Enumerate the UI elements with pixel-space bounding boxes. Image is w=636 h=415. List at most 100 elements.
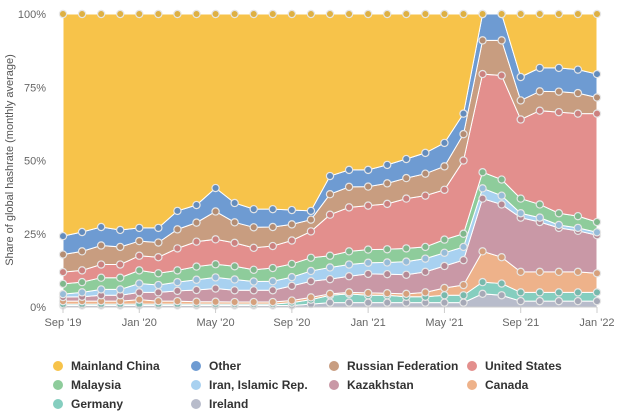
point-germany[interactable] [573, 288, 583, 297]
point-russian-federation[interactable] [211, 207, 220, 216]
point-united-states[interactable] [211, 235, 220, 244]
point-other[interactable] [58, 231, 68, 241]
point-ireland[interactable] [325, 298, 335, 307]
point-ireland[interactable] [478, 289, 487, 299]
point-malaysia[interactable] [154, 269, 163, 278]
point-other[interactable] [363, 165, 373, 175]
point-canada[interactable] [554, 267, 564, 277]
point-malaysia[interactable] [268, 263, 277, 273]
point-malaysia[interactable] [77, 277, 87, 287]
point-iran-islamic-rep[interactable] [440, 248, 449, 257]
point-malaysia[interactable] [421, 242, 430, 252]
point-ireland[interactable] [535, 296, 544, 306]
point-iran-islamic-rep[interactable] [535, 213, 544, 222]
legend-item[interactable]: Germany [52, 396, 190, 411]
point-united-states[interactable] [116, 260, 125, 269]
point-other[interactable] [173, 206, 182, 216]
point-other[interactable] [402, 154, 411, 164]
point-iran-islamic-rep[interactable] [325, 263, 335, 272]
point-canada[interactable] [211, 297, 220, 306]
point-iran-islamic-rep[interactable] [363, 258, 373, 267]
point-iran-islamic-rep[interactable] [230, 275, 239, 284]
point-other[interactable] [383, 160, 392, 170]
point-united-states[interactable] [268, 241, 277, 251]
point-united-states[interactable] [249, 243, 258, 253]
point-united-states[interactable] [230, 238, 239, 248]
point-iran-islamic-rep[interactable] [306, 266, 316, 276]
point-malaysia[interactable] [287, 259, 297, 269]
point-united-states[interactable] [421, 191, 430, 200]
point-russian-federation[interactable] [459, 129, 468, 139]
point-russian-federation[interactable] [497, 36, 506, 45]
point-canada[interactable] [287, 296, 297, 305]
point-malaysia[interactable] [135, 266, 144, 275]
point-canada[interactable] [173, 296, 182, 306]
point-mainland-china[interactable] [459, 9, 468, 19]
point-ireland[interactable] [516, 296, 525, 306]
point-mainland-china[interactable] [268, 9, 277, 19]
point-russian-federation[interactable] [116, 242, 125, 252]
point-canada[interactable] [402, 289, 411, 299]
point-germany[interactable] [535, 288, 544, 297]
point-other[interactable] [573, 65, 583, 74]
point-mainland-china[interactable] [363, 9, 373, 19]
point-united-states[interactable] [535, 106, 544, 115]
point-mainland-china[interactable] [96, 9, 106, 19]
point-canada[interactable] [230, 297, 239, 307]
legend-item[interactable]: Other [190, 358, 328, 373]
point-malaysia[interactable] [592, 217, 602, 227]
point-iran-islamic-rep[interactable] [497, 191, 506, 200]
point-mainland-china[interactable] [58, 9, 68, 19]
point-united-states[interactable] [135, 251, 144, 260]
point-canada[interactable] [154, 296, 163, 306]
point-mainland-china[interactable] [77, 9, 87, 19]
point-other[interactable] [325, 171, 335, 181]
point-mainland-china[interactable] [478, 9, 487, 19]
point-mainland-china[interactable] [383, 9, 392, 19]
point-russian-federation[interactable] [192, 218, 201, 227]
point-other[interactable] [230, 198, 239, 208]
point-iran-islamic-rep[interactable] [592, 228, 602, 237]
point-canada[interactable] [363, 288, 373, 298]
point-other[interactable] [268, 204, 277, 214]
point-united-states[interactable] [96, 260, 106, 269]
point-kazakhstan[interactable] [440, 261, 449, 271]
point-malaysia[interactable] [211, 260, 220, 269]
point-united-states[interactable] [58, 267, 68, 277]
point-other[interactable] [211, 183, 220, 193]
point-russian-federation[interactable] [535, 87, 544, 96]
point-united-states[interactable] [363, 201, 373, 210]
point-russian-federation[interactable] [383, 179, 392, 188]
point-germany[interactable] [440, 291, 449, 300]
point-ireland[interactable] [459, 298, 468, 307]
point-other[interactable] [192, 200, 201, 210]
point-ireland[interactable] [344, 298, 354, 307]
point-united-states[interactable] [344, 203, 354, 212]
point-malaysia[interactable] [192, 262, 201, 271]
point-iran-islamic-rep[interactable] [192, 275, 201, 284]
point-malaysia[interactable] [363, 245, 373, 254]
point-russian-federation[interactable] [96, 241, 106, 250]
point-canada[interactable] [268, 297, 277, 307]
point-kazakhstan[interactable] [478, 194, 487, 203]
legend-item[interactable]: Canada [466, 377, 604, 392]
point-iran-islamic-rep[interactable] [516, 209, 525, 218]
point-mainland-china[interactable] [440, 9, 449, 19]
point-kazakhstan[interactable] [363, 269, 373, 279]
point-canada[interactable] [249, 297, 258, 307]
point-russian-federation[interactable] [173, 225, 182, 234]
point-mainland-china[interactable] [249, 9, 258, 19]
point-ireland[interactable] [554, 296, 564, 306]
point-iran-islamic-rep[interactable] [58, 289, 68, 299]
point-canada[interactable] [573, 267, 583, 277]
point-canada[interactable] [440, 283, 449, 293]
legend-item[interactable]: Russian Federation [328, 358, 466, 373]
point-other[interactable] [249, 204, 258, 214]
point-kazakhstan[interactable] [287, 281, 297, 291]
point-mainland-china[interactable] [554, 9, 564, 19]
point-iran-islamic-rep[interactable] [154, 280, 163, 290]
point-canada[interactable] [516, 267, 525, 277]
point-russian-federation[interactable] [478, 36, 487, 45]
point-other[interactable] [135, 223, 144, 233]
point-mainland-china[interactable] [135, 9, 144, 19]
